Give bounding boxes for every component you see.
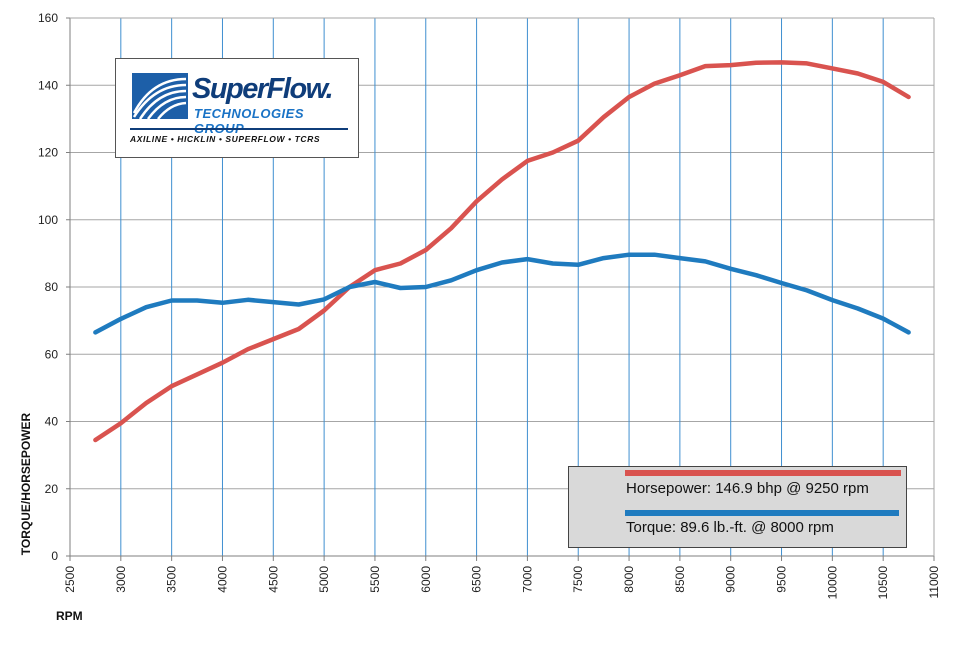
x-tick-label: 11000 <box>927 566 941 599</box>
legend-swatch-horsepower <box>625 470 901 476</box>
logo-brand-name: SuperFlow. <box>192 73 334 105</box>
superflow-swoosh-icon <box>132 73 188 119</box>
y-tick-label: 20 <box>45 482 59 496</box>
y-tick-label: 80 <box>45 280 59 294</box>
x-tick-label: 6000 <box>419 566 433 593</box>
y-tick-label: 40 <box>45 415 59 429</box>
x-tick-label: 2500 <box>63 566 77 593</box>
chart-series <box>93 60 911 443</box>
x-tick-label: 5000 <box>317 566 331 593</box>
superflow-logo: SuperFlow. TECHNOLOGIES GROUP AXILINE • … <box>115 58 359 158</box>
y-tick-label: 140 <box>38 78 58 92</box>
x-tick-label: 4500 <box>266 566 280 593</box>
horsepower-line <box>93 60 911 443</box>
x-tick-label: 8000 <box>622 566 636 593</box>
x-tick-label: 3500 <box>165 566 179 593</box>
y-tick-label: 100 <box>38 213 58 227</box>
y-tick-label: 0 <box>51 549 58 563</box>
x-tick-label: 8500 <box>673 566 687 593</box>
logo-subtitle: TECHNOLOGIES GROUP <box>194 106 305 136</box>
x-tick-label: 3000 <box>114 566 128 593</box>
y-tick-label: 60 <box>45 347 59 361</box>
logo-divider <box>130 128 348 130</box>
x-tick-label: 9000 <box>724 566 738 593</box>
x-tick-label: 4000 <box>215 566 229 593</box>
y-axis-label: TORQUE/HORSEPOWER <box>19 412 33 555</box>
legend-label-torque: Torque: 89.6 lb.-ft. @ 8000 rpm <box>626 519 834 536</box>
legend-swatch-torque <box>625 510 899 516</box>
x-axis-ticks: 2500 3000 3500 4000 4500 5000 5500 6000 6500 7000… <box>63 556 941 599</box>
x-tick-label: 7000 <box>520 566 534 593</box>
y-axis-ticks: 0 20 40 60 80 100 120 140 160 <box>38 11 70 563</box>
x-tick-label: 7500 <box>571 566 585 593</box>
x-tick-label: 9500 <box>775 566 789 593</box>
chart-legend: Horsepower: 146.9 bhp @ 9250 rpm Torque:… <box>568 466 907 548</box>
x-tick-label: 10000 <box>825 566 839 600</box>
y-tick-label: 160 <box>38 11 58 25</box>
x-tick-label: 6500 <box>470 566 484 593</box>
legend-label-horsepower: Horsepower: 146.9 bhp @ 9250 rpm <box>626 480 869 497</box>
y-tick-label: 120 <box>38 146 58 160</box>
x-tick-label: 10500 <box>876 566 890 600</box>
logo-brand-list: AXILINE • HICKLIN • SUPERFLOW • TCRS <box>130 134 321 144</box>
torque-line <box>93 252 911 335</box>
x-tick-label: 5500 <box>368 566 382 593</box>
x-axis-label: RPM <box>56 609 83 623</box>
